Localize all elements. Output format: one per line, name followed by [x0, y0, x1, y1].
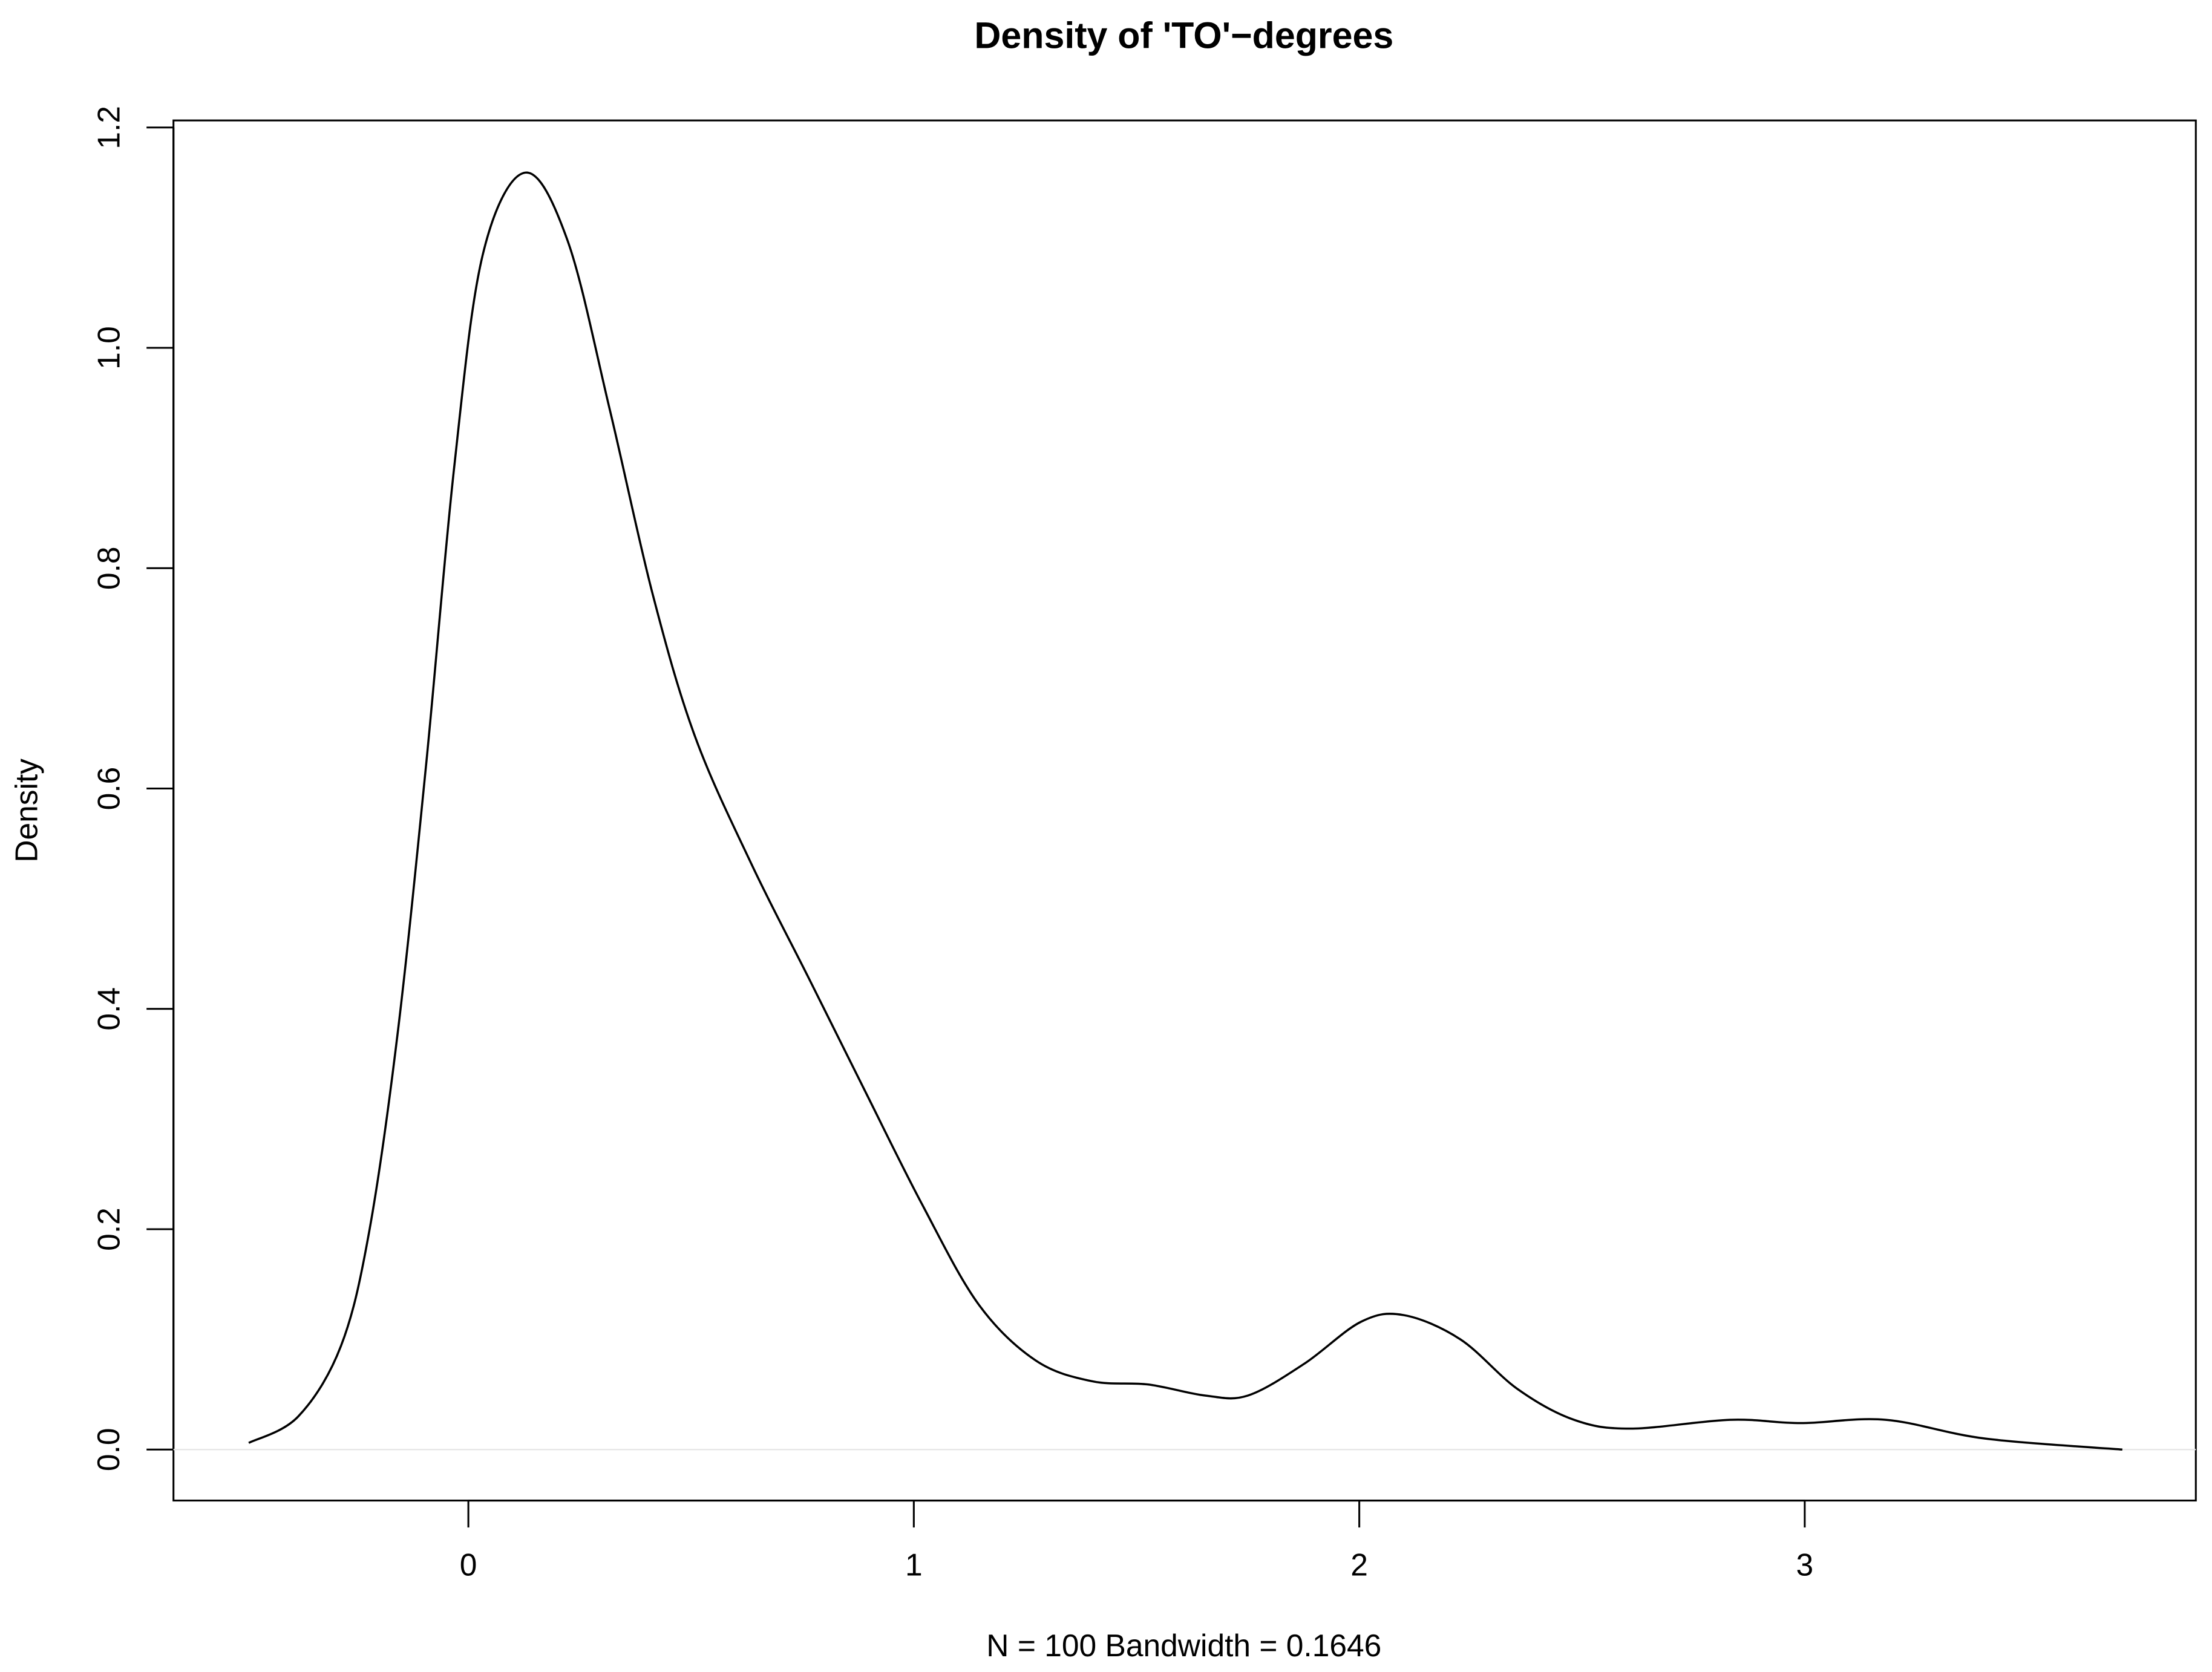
- y-tick-label: 0.8: [91, 546, 126, 590]
- y-tick-label: 1.0: [91, 326, 126, 370]
- x-tick-label: 1: [905, 1547, 923, 1582]
- y-tick-label: 1.2: [91, 106, 126, 149]
- y-tick-label: 0.0: [91, 1428, 126, 1471]
- y-tick-label: 0.6: [91, 767, 126, 811]
- x-tick-label: 0: [460, 1547, 477, 1582]
- x-tick-label: 3: [1796, 1547, 1814, 1582]
- chart-title: Density of 'TO'−degrees: [974, 15, 1393, 56]
- x-axis-label: N = 100 Bandwidth = 0.1646: [986, 1628, 1381, 1663]
- y-tick-label: 0.2: [91, 1207, 126, 1251]
- y-axis-label: Density: [8, 759, 44, 863]
- y-tick-label: 0.4: [91, 987, 126, 1031]
- density-line: [248, 171, 2122, 1451]
- x-tick-label: 2: [1350, 1547, 1368, 1582]
